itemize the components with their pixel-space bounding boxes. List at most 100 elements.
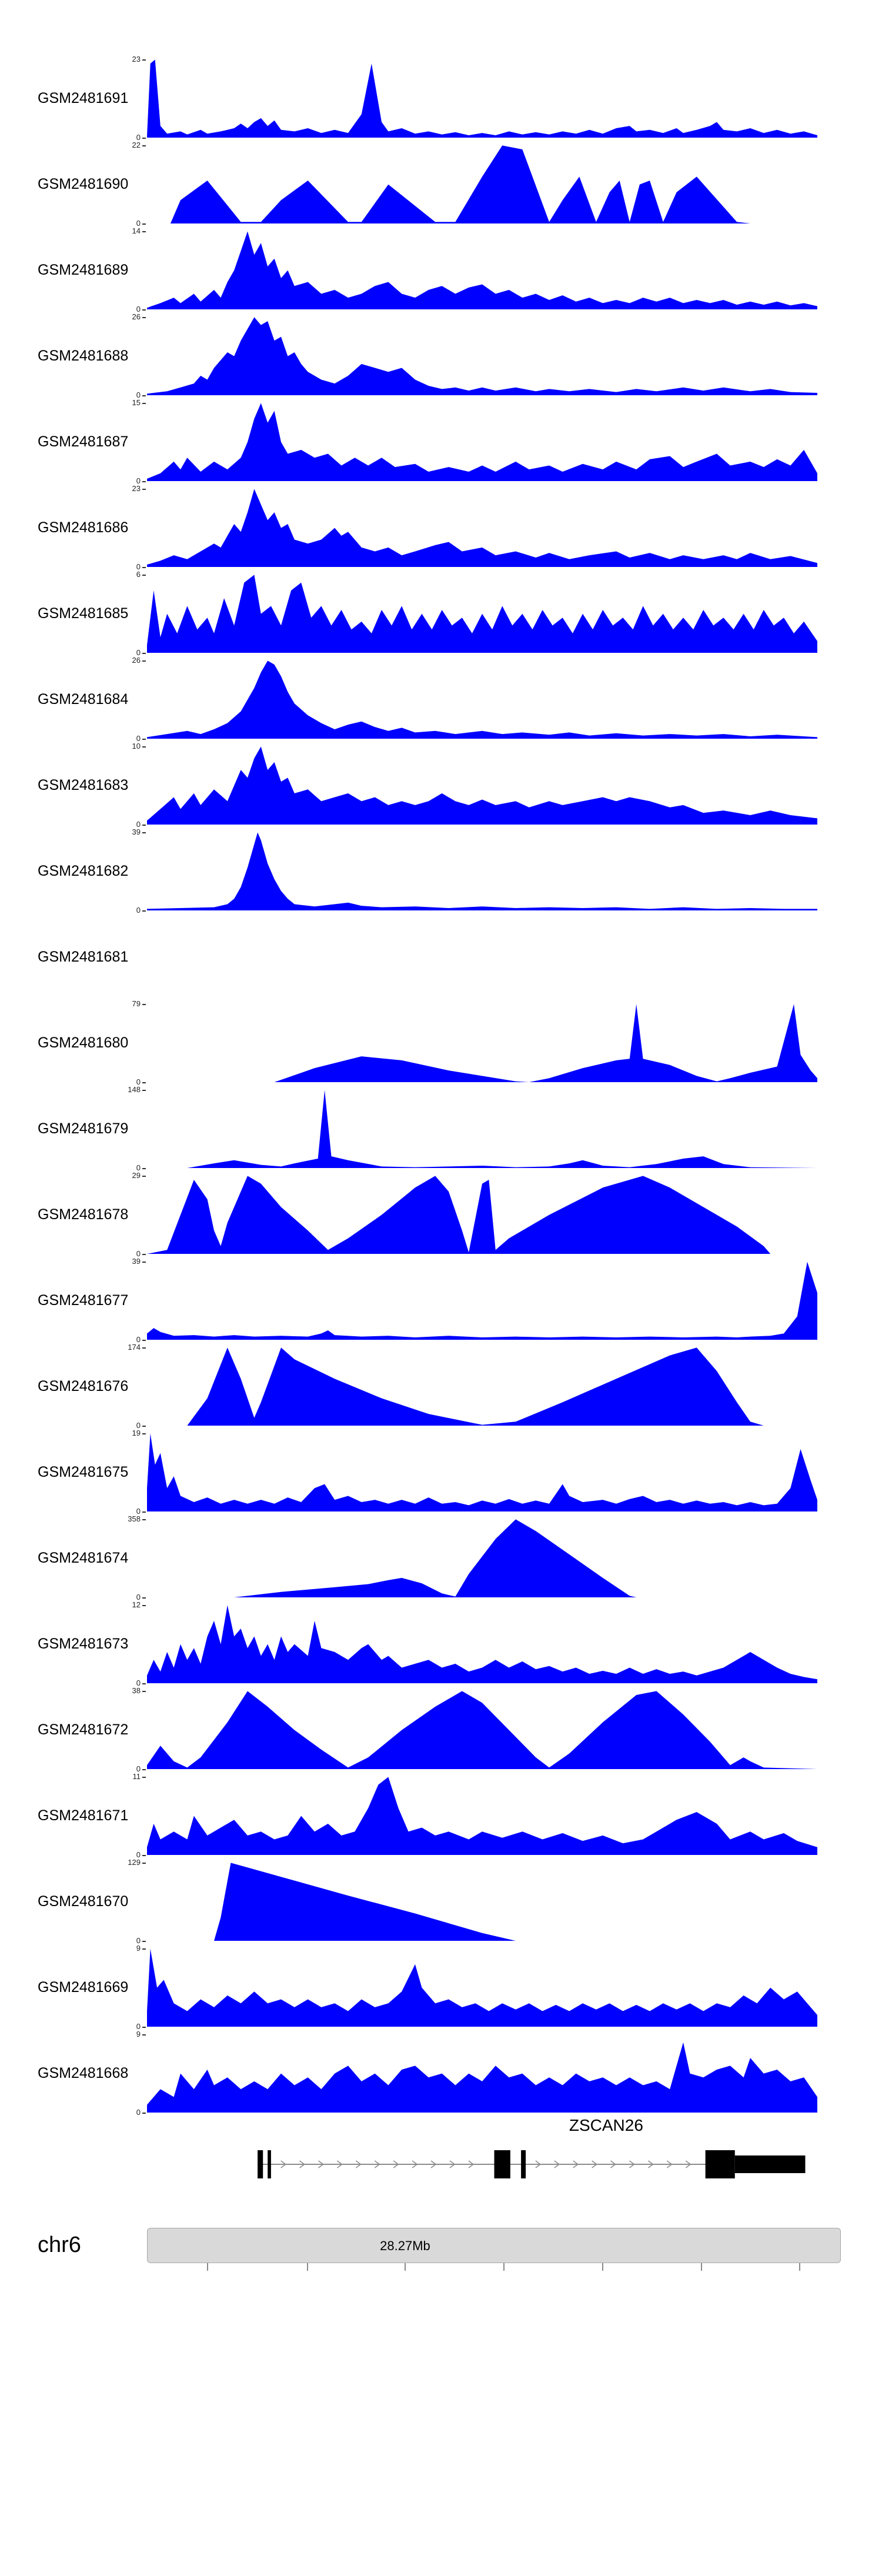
ruler-tick bbox=[602, 2263, 604, 2271]
track-ymax-label: 39 bbox=[132, 1257, 147, 1265]
chromosome-name-label: chr6 bbox=[38, 2233, 81, 2257]
track-ymax-label: 19 bbox=[132, 1429, 147, 1437]
track-ymax-label: 26 bbox=[132, 313, 147, 321]
track-ymax-label: 26 bbox=[132, 656, 147, 664]
ruler-tick bbox=[503, 2263, 505, 2271]
track-ymin-label: 0 bbox=[136, 563, 147, 570]
track-plot: 79 0 bbox=[132, 1000, 817, 1086]
track-ymax-label: 358 bbox=[128, 1515, 147, 1523]
track-label: GSM2481688 bbox=[38, 347, 129, 364]
coverage-area-chart bbox=[147, 1176, 817, 1254]
coverage-area-chart bbox=[147, 1262, 817, 1340]
track-label: GSM2481670 bbox=[38, 1893, 129, 1910]
track-label: GSM2481669 bbox=[38, 1978, 129, 1996]
track-ymin-label: 0 bbox=[136, 1851, 147, 1858]
track-ymax-label: 12 bbox=[132, 1601, 147, 1609]
track-ymin-label: 0 bbox=[136, 906, 147, 914]
track-plot: 12 0 bbox=[132, 1601, 817, 1687]
track-ymin-label: 0 bbox=[136, 1164, 147, 1172]
track-plot: 23 0 bbox=[132, 55, 817, 141]
track-row: GSM2481671 11 0 bbox=[0, 1773, 882, 1858]
track-plot: 14 0 bbox=[132, 227, 817, 313]
track-label: GSM2481677 bbox=[38, 1292, 129, 1309]
coverage-area-chart bbox=[147, 1004, 817, 1082]
track-ymin-label: 0 bbox=[136, 305, 147, 313]
track-ymin-label: 0 bbox=[136, 820, 147, 828]
track-plot: 9 0 bbox=[136, 1944, 817, 2030]
coverage-area-chart bbox=[147, 1948, 817, 2027]
track-ymin-label: 0 bbox=[136, 1336, 147, 1343]
track-row: GSM2481672 38 0 bbox=[0, 1687, 882, 1773]
track-row: GSM2481685 6 0 bbox=[0, 570, 882, 656]
track-label: GSM2481673 bbox=[38, 1635, 129, 1652]
track-ymin-label: 0 bbox=[136, 735, 147, 742]
track-label: GSM2481686 bbox=[38, 519, 129, 536]
track-ymax-label: 15 bbox=[132, 399, 147, 406]
track-label: GSM2481679 bbox=[38, 1120, 129, 1137]
track-label: GSM2481674 bbox=[38, 1549, 129, 1566]
track-plot: 19 0 bbox=[132, 1429, 817, 1515]
track-ymax-label: 174 bbox=[128, 1343, 147, 1351]
track-ymin-label: 0 bbox=[136, 134, 147, 141]
coverage-area-chart bbox=[147, 1777, 817, 1855]
track-row: GSM2481676 174 0 bbox=[0, 1343, 882, 1429]
coverage-area-chart bbox=[147, 403, 817, 481]
track-label: GSM2481676 bbox=[38, 1377, 129, 1394]
track-label: GSM2481671 bbox=[38, 1807, 129, 1824]
track-row: GSM2481686 23 0 bbox=[0, 485, 882, 570]
track-ymax-label: 129 bbox=[128, 1858, 147, 1866]
track-ymax-label: 9 bbox=[136, 2030, 147, 2038]
track-ymax-label: 22 bbox=[132, 141, 147, 149]
track-row: GSM2481688 26 0 bbox=[0, 313, 882, 399]
track-row: GSM2481683 10 0 bbox=[0, 742, 882, 828]
gene-model bbox=[258, 2150, 806, 2178]
track-label: GSM2481672 bbox=[38, 1721, 129, 1738]
track-row: GSM2481677 39 0 bbox=[0, 1257, 882, 1343]
chromosome-ruler bbox=[147, 2263, 841, 2273]
track-row: GSM2481681 bbox=[0, 917, 882, 996]
coverage-area-chart bbox=[147, 746, 817, 825]
ruler-tick bbox=[799, 2263, 801, 2271]
ruler-tick bbox=[404, 2263, 406, 2271]
track-plot: 11 0 bbox=[133, 1773, 817, 1858]
coverage-area-chart bbox=[147, 1347, 817, 1426]
ruler-tick bbox=[206, 2263, 208, 2271]
track-ymin-label: 0 bbox=[136, 2023, 147, 2030]
track-row: GSM2481690 22 0 bbox=[0, 141, 882, 227]
track-row: GSM2481669 9 0 bbox=[0, 1944, 882, 2030]
track-ymin-label: 0 bbox=[136, 477, 147, 485]
coverage-area-chart bbox=[147, 145, 817, 223]
track-ymin-label: 0 bbox=[136, 1422, 147, 1429]
track-plot: 39 0 bbox=[132, 1257, 817, 1343]
track-label: GSM2481683 bbox=[38, 776, 129, 793]
track-label: GSM2481668 bbox=[38, 2064, 129, 2081]
gene-name-label: ZSCAN26 bbox=[569, 2116, 643, 2134]
track-plot: 22 0 bbox=[132, 141, 817, 227]
track-row: GSM2481675 19 0 bbox=[0, 1429, 882, 1515]
track-label: GSM2481685 bbox=[38, 605, 129, 622]
track-ymax-label: 39 bbox=[132, 828, 147, 836]
gene-model-plot: ZSCAN26 bbox=[147, 2116, 817, 2187]
track-row: GSM2481691 23 0 bbox=[0, 55, 882, 141]
track-ymax-label: 6 bbox=[136, 570, 147, 578]
track-row: GSM2481680 79 0 bbox=[0, 1000, 882, 1086]
track-plot: 129 0 bbox=[128, 1858, 817, 1944]
coverage-area-chart bbox=[147, 1691, 817, 1769]
ruler-tick bbox=[306, 2263, 308, 2271]
coverage-area-chart bbox=[147, 1519, 817, 1597]
track-plot: 9 0 bbox=[136, 2030, 817, 2116]
coverage-area-chart bbox=[147, 1090, 817, 1168]
track-row: GSM2481679 148 0 bbox=[0, 1086, 882, 1172]
track-ymax-label: 29 bbox=[132, 1172, 147, 1179]
coverage-area-chart bbox=[147, 489, 817, 567]
track-ymin-label: 0 bbox=[136, 1937, 147, 1944]
track-plot: 15 0 bbox=[132, 399, 817, 485]
coverage-area-chart bbox=[147, 1605, 817, 1683]
chromosome-track: chr6 28.27Mb bbox=[0, 2228, 882, 2273]
track-label: GSM2481684 bbox=[38, 690, 129, 708]
track-row: GSM2481689 14 0 bbox=[0, 227, 882, 313]
track-plot: 6 0 bbox=[136, 570, 817, 656]
track-ymax-label: 148 bbox=[128, 1086, 147, 1093]
track-ymin-label: 0 bbox=[136, 1078, 147, 1086]
track-ymin-label: 0 bbox=[136, 2108, 147, 2116]
